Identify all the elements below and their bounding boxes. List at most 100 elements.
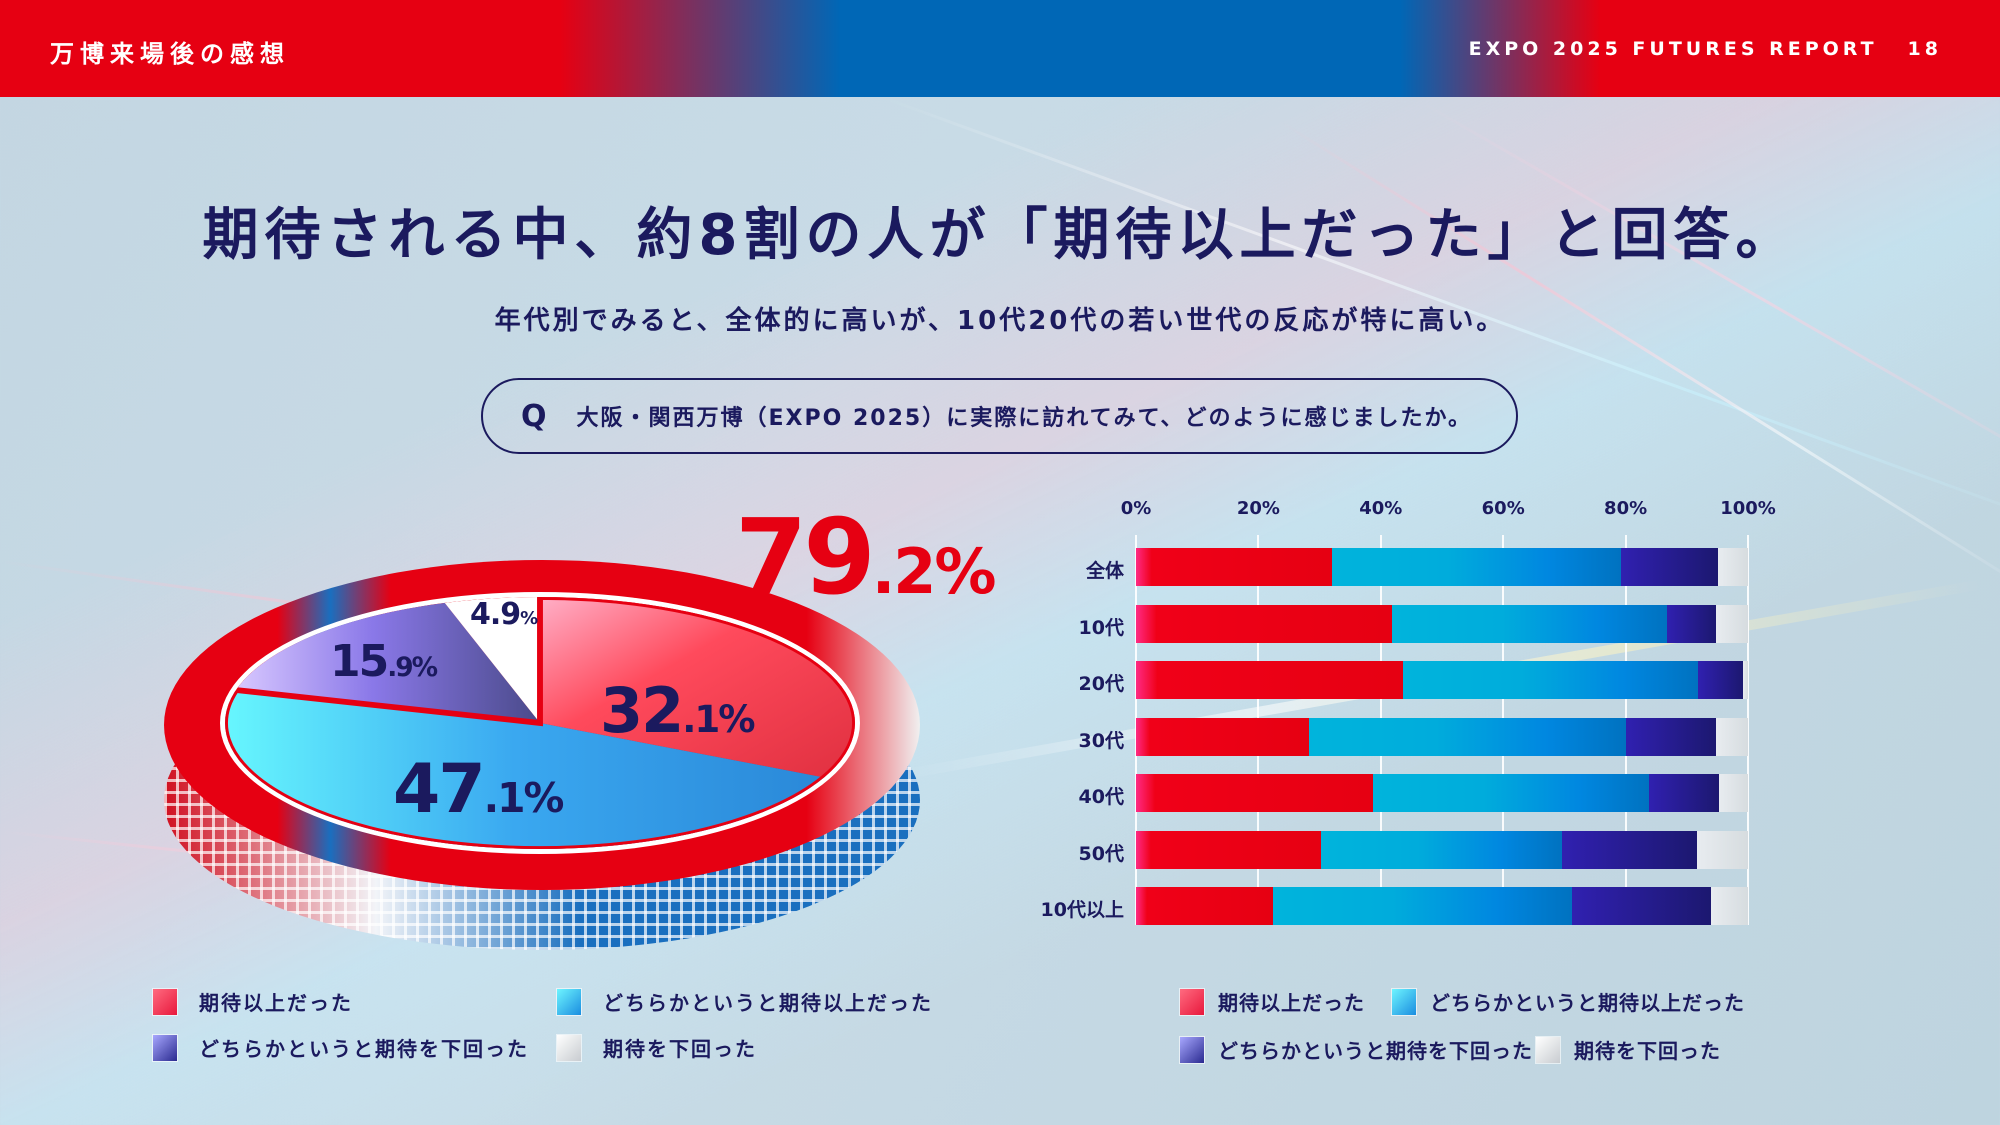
section-title: 万博来場後の感想: [50, 40, 290, 68]
bar-row: [1136, 887, 1748, 925]
bar-segment: [1373, 774, 1649, 812]
bar-segment: [1136, 548, 1333, 586]
bar-segment: [1402, 661, 1698, 699]
highlight-total: 79.2%: [735, 505, 997, 609]
stacked-bar-chart: 0% 20% 40% 60% 80% 100% 全体 10代 20代 30代 40代 50代 10代以上: [1041, 495, 1840, 935]
bar-legend-item: どちらかというと期待を下回った: [1180, 1035, 1533, 1064]
headline: 期待される中、約8割の人が「期待以上だった」と回答。: [202, 203, 1798, 268]
bar-row: [1136, 604, 1748, 643]
pie-chart: [160, 560, 920, 960]
legend-label: 期待を下回った: [1574, 1039, 1721, 1063]
legend-label: 期待を下回った: [603, 1037, 757, 1061]
label-int: 4.9: [470, 597, 521, 632]
label-dec: .9%: [387, 652, 438, 683]
bar-segment: [1136, 604, 1392, 643]
label-dec: .1%: [483, 774, 565, 822]
legend-swatch-red: [153, 988, 177, 1015]
label-int: 15: [330, 636, 389, 687]
bar-segment: [1309, 717, 1627, 756]
x-tick-label: 60%: [1481, 498, 1525, 519]
x-tick-label: 20%: [1236, 498, 1280, 519]
bar-segment: [1332, 548, 1621, 586]
bar-segment: [1273, 887, 1572, 925]
legend-swatch-purple: [153, 1034, 177, 1061]
question-marker: Q: [521, 398, 547, 434]
row-label: 50代: [1078, 842, 1124, 865]
legend-swatch-white: [557, 1034, 581, 1061]
bar-segment: [1626, 717, 1717, 756]
legend-label: どちらかというと期待を下回った: [199, 1037, 529, 1061]
x-tick-label: 0%: [1120, 498, 1152, 519]
row-label: 40代: [1078, 786, 1124, 808]
legend-swatch-cyan: [1392, 988, 1416, 1015]
bar-segment: [1561, 830, 1698, 869]
bar-segment: [1697, 830, 1748, 869]
legend-label: どちらかというと期待以上だった: [603, 991, 933, 1015]
row-label: 20代: [1078, 673, 1124, 695]
bar-segment: [1136, 717, 1310, 756]
bar-legend-item: どちらかというと期待以上だった: [1392, 987, 1745, 1016]
bar-segment: [1571, 887, 1712, 925]
legend-swatch-white: [1536, 1036, 1560, 1063]
x-tick-label: 40%: [1359, 498, 1403, 519]
row-label: 10代: [1078, 616, 1124, 639]
row-label: 10代以上: [1040, 899, 1124, 921]
pie-legend-item: どちらかというと期待を下回った: [153, 1033, 529, 1062]
pie-label-somewhat-below: 15.9%: [330, 640, 438, 684]
bar-row: [1136, 717, 1748, 756]
pie-label-somewhat-above: 47.1%: [393, 756, 565, 824]
bar-row: [1136, 774, 1748, 812]
slice-below: [444, 597, 540, 723]
page-number: 18: [1907, 38, 1942, 60]
legend-swatch-cyan: [557, 988, 581, 1015]
report-title-block: EXPO 2025 FUTURES REPORT 18: [1469, 38, 1942, 60]
label-int: 32: [600, 674, 684, 747]
highlight-dec: .2%: [871, 535, 997, 608]
subheadline: 年代別でみると、全体的に高いが、10代20代の若い世代の反応が特に高い。: [494, 306, 1506, 336]
bar-segment: [1136, 774, 1374, 812]
label-int: 47: [393, 750, 486, 829]
bar-segment: [1648, 774, 1720, 812]
bar-segment: [1620, 548, 1718, 586]
bar-legend-item: 期待以上だった: [1180, 987, 1365, 1016]
pie-legend-item: どちらかというと期待以上だった: [557, 987, 933, 1016]
pie-slices: [225, 597, 855, 849]
legend-swatch-red: [1180, 988, 1204, 1015]
x-tick-label: 100%: [1720, 498, 1776, 519]
pie-label-below: 4.9%: [470, 597, 538, 632]
bar-segment: [1391, 604, 1668, 643]
pie-top: [220, 592, 860, 854]
row-label: 30代: [1078, 729, 1124, 752]
bar-legend-item: 期待を下回った: [1536, 1035, 1721, 1064]
highlight-int: 79: [735, 496, 876, 618]
pie-legend-item: 期待を下回った: [557, 1033, 757, 1062]
bar-segment: [1136, 887, 1274, 925]
grid-line: [1747, 535, 1749, 925]
bar-row: [1136, 661, 1748, 699]
bar-segment: [1717, 548, 1748, 586]
bar-segment: [1136, 661, 1403, 699]
page-header: 万博来場後の感想 EXPO 2025 FUTURES REPORT 18: [0, 0, 2000, 97]
label-dec: .1%: [682, 697, 755, 741]
pie-legend-item: 期待以上だった: [153, 987, 353, 1016]
bar-segment: [1743, 661, 1748, 699]
bar-segment: [1667, 604, 1716, 643]
bar-segment: [1697, 661, 1744, 699]
bar-segment: [1716, 717, 1748, 756]
row-label: 全体: [1085, 560, 1124, 582]
bar-segment: [1321, 830, 1562, 869]
report-title: EXPO 2025 FUTURES REPORT: [1468, 38, 1878, 60]
legend-swatch-purple: [1180, 1036, 1204, 1063]
question-text: 大阪・関西万博（EXPO 2025）に実際に訪れてみて、どのように感じましたか。: [576, 406, 1473, 431]
legend-label: 期待以上だった: [199, 991, 353, 1015]
bar-segment: [1136, 830, 1322, 869]
legend-label: 期待以上だった: [1218, 991, 1365, 1015]
bar-segment: [1719, 774, 1748, 812]
label-dec: %: [520, 608, 538, 629]
pie-label-expected-above: 32.1%: [600, 680, 756, 742]
x-tick-label: 80%: [1604, 498, 1648, 519]
question-box: Q 大阪・関西万博（EXPO 2025）に実際に訪れてみて、どのように感じました…: [481, 378, 1518, 454]
slice-somewhat-below: [236, 602, 540, 723]
legend-label: どちらかというと期待を下回った: [1218, 1039, 1533, 1063]
highlight-outline: [225, 597, 855, 849]
